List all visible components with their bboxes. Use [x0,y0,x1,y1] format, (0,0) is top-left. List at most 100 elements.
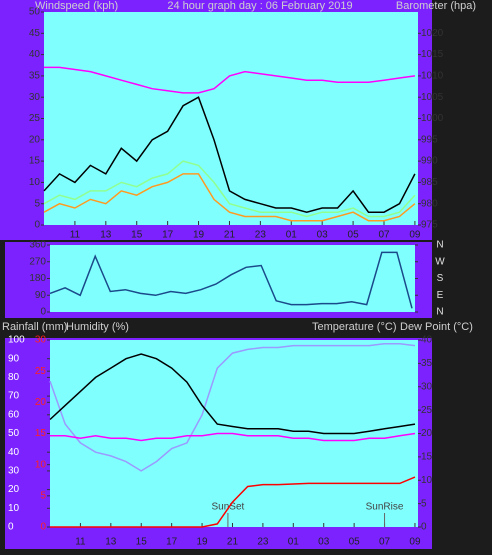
y2-tick-label: 1015 [421,49,444,60]
x-tick-label: 21 [227,537,239,548]
y2-tick-label: 40 [421,335,433,346]
y2-tick-label: W [435,256,445,267]
y-axis-label: Windspeed (kph) [35,0,118,12]
series-line [44,66,416,94]
y3-tick-label: 15 [35,428,47,439]
y2-tick-label: 975 [421,220,438,231]
series-line [43,173,416,222]
y2-tick-label: 980 [421,198,438,209]
y-tick-label: 70 [8,391,20,402]
y2-tick-label: 15 [421,452,433,463]
y2-tick-label: N [436,307,443,318]
y3-tick-label: 0 [40,522,46,533]
y-tick-label: 20 [29,134,41,145]
y2-tick-label: 985 [421,177,438,188]
x-tick-label: 19 [197,537,209,548]
y2-tick-label: 0 [421,522,427,533]
y-tick-label: 0 [40,307,46,318]
x-tick-label: 03 [317,230,329,241]
y-tick-label: 360 [29,240,46,251]
y2-tick-label: 1005 [421,92,444,103]
y2-axis-label: Barometer (hpa) [396,0,476,12]
y2-tick-label: 1010 [421,71,444,82]
y2-tick-label: 35 [421,358,433,369]
y3-tick-label: 20 [35,397,47,408]
y3-tick-label: 10 [35,459,47,470]
y-tick-label: 30 [8,466,20,477]
annotation: SunSet [212,502,245,513]
plot-area [50,245,415,312]
series-line [43,96,416,213]
series-line [50,432,416,442]
y-tick-label: 100 [8,335,25,346]
y-tick-label: 25 [29,113,41,124]
y-tick-label: 0 [34,220,40,231]
chart-title: 24 hour graph day : 06 February 2019 [167,0,352,12]
y-tick-label: 40 [29,49,41,60]
y-tick-label: 50 [8,428,20,439]
x-tick-label: 09 [409,537,421,548]
y-tick-label: 5 [34,198,40,209]
x-tick-label: 23 [255,230,267,241]
y-axis-label: Humidity (%) [66,321,129,333]
plot-area [44,12,418,225]
x-tick-label: 09 [409,230,421,241]
series-line [43,160,416,218]
y-tick-label: 270 [29,256,46,267]
y-tick-label: 90 [8,353,20,364]
y-tick-label: 30 [29,92,41,103]
x-tick-label: 23 [257,537,269,548]
y-tick-label: 80 [8,372,20,383]
y-tick-label: 50 [29,7,41,18]
y-tick-label: 35 [29,71,41,82]
y2-tick-label: 1000 [421,113,444,124]
y3-tick-label: 25 [35,366,47,377]
y2-tick-label: 25 [421,405,433,416]
y3-tick-label: 5 [40,490,46,501]
x-tick-label: 07 [378,230,390,241]
x-tick-label: 17 [166,537,178,548]
x-tick-label: 21 [224,230,236,241]
y-tick-label: 40 [8,447,20,458]
y2-tick-label: 1020 [421,28,444,39]
y2-tick-label: S [437,273,444,284]
y-tick-label: 180 [29,273,46,284]
x-tick-label: 19 [193,230,205,241]
y-tick-label: 90 [35,290,47,301]
y-tick-label: 10 [29,177,41,188]
y2-tick-label: N [436,240,443,251]
y2-tick-label: 30 [421,381,433,392]
y-tick-label: 10 [8,503,20,514]
y-tick-label: 15 [29,156,41,167]
y2-tick-label: 5 [421,498,427,509]
x-tick-label: 03 [318,537,330,548]
y2-tick-label: 20 [421,428,433,439]
y-tick-label: 20 [8,484,20,495]
x-tick-label: 11 [70,230,81,241]
x-tick-label: 15 [136,537,148,548]
annotation: SunRise [366,502,404,513]
y2-tick-label: E [437,290,444,301]
x-tick-label: 13 [105,537,117,548]
series-line [49,353,416,435]
series-line [49,342,416,472]
x-tick-label: 01 [288,537,300,548]
y2-tick-label: 990 [421,156,438,167]
x-tick-label: 05 [349,537,361,548]
x-tick-label: 01 [286,230,298,241]
y2-tick-label: 995 [421,134,438,145]
y2-tick-label: 10 [421,475,433,486]
y2-axis-label: Temperature (°C) [312,321,396,333]
x-tick-label: 05 [348,230,360,241]
x-tick-label: 15 [131,230,143,241]
series-line [49,251,413,309]
series-line [50,476,416,528]
x-tick-label: 11 [75,537,86,548]
y-tick-label: 60 [8,409,20,420]
y-tick-label: 45 [29,28,41,39]
y-tick-label: 0 [8,522,14,533]
y2-axis-label: Dew Point (°C) [400,321,473,333]
x-tick-label: 07 [379,537,391,548]
x-tick-label: 17 [162,230,174,241]
